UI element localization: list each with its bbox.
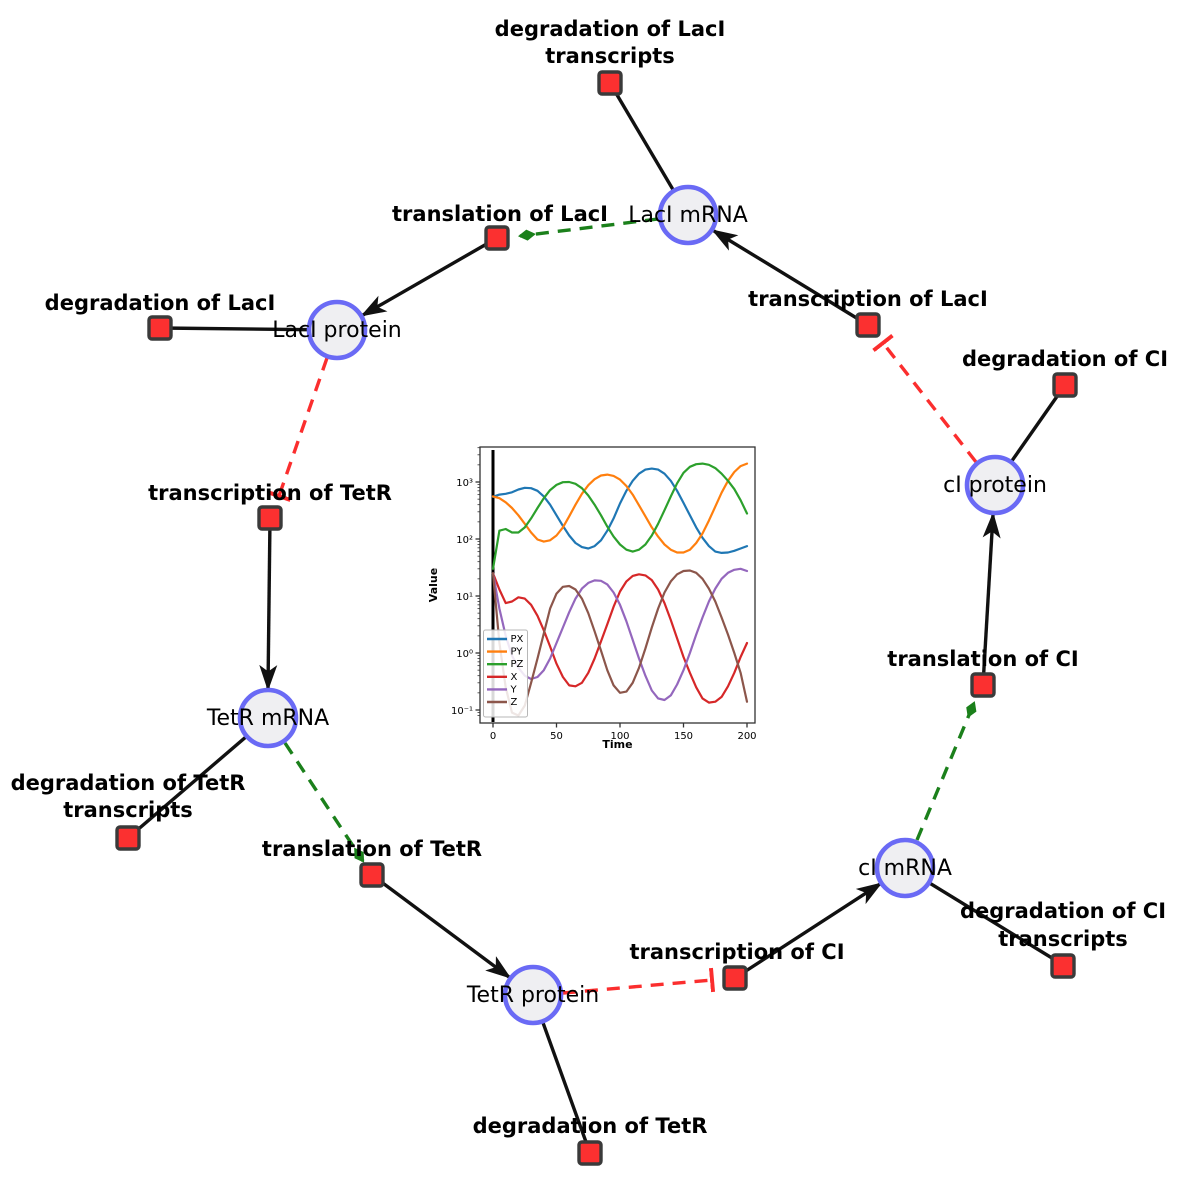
edge-translation-ci-to-ci-protein (981, 512, 1001, 686)
reaction-node-transcription-laci (855, 312, 881, 338)
nodes-layer (115, 70, 1078, 1166)
reaction-label-transcription-laci: transcription of LacI (748, 287, 988, 311)
chart-frame (479, 446, 756, 724)
species-label-ci-mrna: cI mRNA (858, 856, 952, 881)
y-tick-label: 10² (456, 535, 473, 546)
reaction-node-degradation-tetr-transcripts (115, 825, 141, 851)
edge-activation-laci-mrna-to-translation (518, 217, 659, 241)
y-tick-label: 10⁰ (456, 649, 473, 660)
reaction-label-degradation-laci-transcripts-1: degradation of LacI (495, 17, 726, 41)
reaction-node-degradation-tetr (577, 1140, 603, 1166)
species-label-tetr-mrna: TetR mRNA (206, 706, 329, 731)
series-line-PZ (491, 462, 749, 570)
edge-inhibition-tetr-protein-to-transcription-ci (562, 967, 716, 995)
y-tick-label: 10¹ (456, 592, 473, 603)
reaction-label-degradation-laci-transcripts-2: transcripts (545, 44, 675, 68)
edge-inhibition-laci-protein-to-transcription-tetr (267, 357, 329, 502)
edge-transcription-tetr-to-tetr-mrna (259, 517, 278, 691)
reaction-node-degradation-laci-transcripts (597, 70, 623, 96)
legend-label-PZ: PZ (511, 659, 524, 670)
reaction-label-transcription-tetr: transcription of TetR (148, 481, 392, 505)
species-node-laci-protein (306, 299, 368, 361)
edge-activation-tetr-mrna-to-translation (283, 742, 365, 863)
reaction-label-degradation-laci: degradation of LacI (45, 291, 276, 315)
edge-translation-laci-to-laci-protein (360, 236, 498, 317)
y-tick-label: 10³ (456, 478, 473, 489)
legend-label-PX: PX (511, 634, 524, 645)
reaction-node-degradation-ci-transcripts (1050, 953, 1076, 979)
reaction-label-degradation-tetr: degradation of TetR (473, 1114, 708, 1138)
reaction-node-translation-tetr (359, 862, 385, 888)
reaction-label-degradation-ci: degradation of CI (962, 347, 1168, 371)
chart-ylabel: Value (427, 568, 440, 602)
reaction-label-degradation-tetr-transcripts-1: degradation of TetR (11, 771, 246, 795)
legend-label-X: X (511, 672, 518, 683)
edge-transcription-ci-to-ci-mrna (734, 882, 883, 980)
legend-label-Z: Z (511, 697, 518, 708)
species-node-ci-mrna (874, 837, 936, 899)
edge-tetr-mrna-to-degradation-transcripts (126, 716, 270, 840)
legend-label-PY: PY (511, 647, 524, 658)
reaction-label-translation-laci: translation of LacI (392, 202, 608, 226)
edge-inhibition-ci-protein-to-transcription-laci (872, 334, 978, 464)
species-node-tetr-mrna (237, 687, 299, 749)
species-label-laci-mrna: LacI mRNA (628, 203, 748, 228)
reaction-label-translation-ci: translation of CI (887, 647, 1078, 671)
edge-ci-mrna-to-degradation-transcripts (904, 866, 1066, 968)
reaction-label-degradation-tetr-transcripts-2: transcripts (63, 798, 193, 822)
species-label-ci-protein: cI protein (943, 473, 1047, 498)
reaction-label-degradation-ci-transcripts-1: degradation of CI (960, 899, 1166, 923)
legend-label-Y: Y (510, 684, 518, 695)
edge-transcription-laci-to-laci-mrna (711, 229, 869, 327)
series-line-X (491, 572, 749, 704)
x-tick-label: 150 (674, 731, 693, 742)
species-node-ci-protein (964, 454, 1026, 516)
reaction-node-translation-ci (970, 672, 996, 698)
reaction-node-degradation-ci (1052, 372, 1078, 398)
x-tick-label: 100 (610, 731, 629, 742)
reaction-node-translation-laci (484, 225, 510, 251)
x-tick-label: 200 (737, 731, 756, 742)
series-line-PY (491, 462, 749, 554)
x-tick-label: 0 (490, 731, 496, 742)
reaction-node-degradation-laci (147, 315, 173, 341)
labels-layer: LacI mRNA LacI protein TetR mRNA TetR pr… (11, 17, 1168, 1138)
x-tick-label: 50 (550, 731, 563, 742)
chart-xlabel: Time (602, 738, 632, 751)
reaction-label-transcription-ci: transcription of CI (629, 940, 844, 964)
species-node-tetr-protein (502, 964, 564, 1026)
edge-translation-tetr-to-tetr-protein (370, 873, 512, 979)
reaction-label-translation-tetr: translation of TetR (262, 837, 482, 861)
reaction-node-transcription-ci (722, 965, 748, 991)
species-label-laci-protein: LacI protein (272, 318, 402, 343)
edge-activation-ci-mrna-to-translation (915, 701, 977, 841)
series-line-PX (491, 467, 749, 555)
reaction-label-degradation-ci-transcripts-2: transcripts (998, 927, 1128, 951)
species-node-laci-mrna (657, 184, 719, 246)
y-tick-label: 10⁻¹ (451, 706, 473, 717)
series-line-Z (491, 569, 749, 717)
series-line-Y (491, 567, 749, 702)
species-label-tetr-protein: TetR protein (466, 983, 599, 1008)
reaction-node-transcription-tetr (257, 505, 283, 531)
